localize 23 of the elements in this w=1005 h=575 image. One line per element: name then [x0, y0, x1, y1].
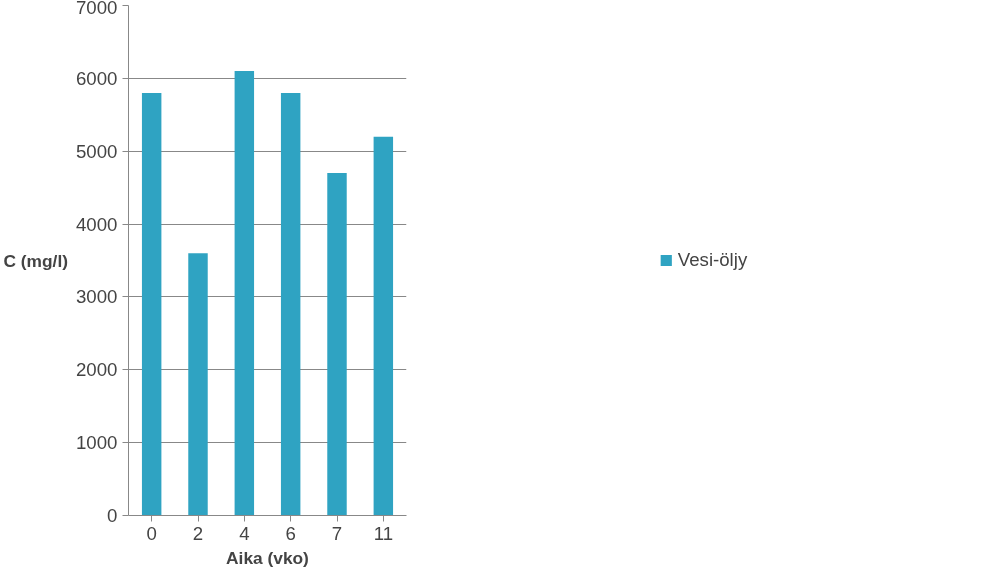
- y-tick-label: 7000: [76, 0, 118, 18]
- y-tick-label: 1000: [76, 432, 118, 454]
- bar: [141, 92, 162, 516]
- bar: [327, 173, 347, 516]
- x-tick-label: 2: [192, 522, 204, 544]
- legend-label: Vesi-öljy: [677, 249, 748, 271]
- bar: [280, 92, 301, 516]
- y-tick-label: 4000: [76, 213, 118, 235]
- x-tick-label: 6: [285, 522, 296, 544]
- y-tick-label: 6000: [76, 67, 118, 89]
- bar: [234, 71, 255, 516]
- y-axis-title: C (mg/l): [3, 250, 69, 271]
- y-tick-label: 5000: [76, 140, 118, 162]
- x-tick-label: 4: [239, 522, 250, 544]
- x-axis-title: Aika (vko): [226, 547, 309, 568]
- x-tick-label: 7: [331, 522, 343, 544]
- x-tick-label: 11: [373, 522, 394, 544]
- bar: [188, 253, 208, 516]
- y-tick-label: 0: [107, 505, 118, 526]
- y-tick-label: 2000: [76, 359, 118, 381]
- bar: [373, 136, 394, 516]
- x-tick-label: 0: [146, 522, 157, 544]
- y-tick-label: 3000: [76, 286, 118, 308]
